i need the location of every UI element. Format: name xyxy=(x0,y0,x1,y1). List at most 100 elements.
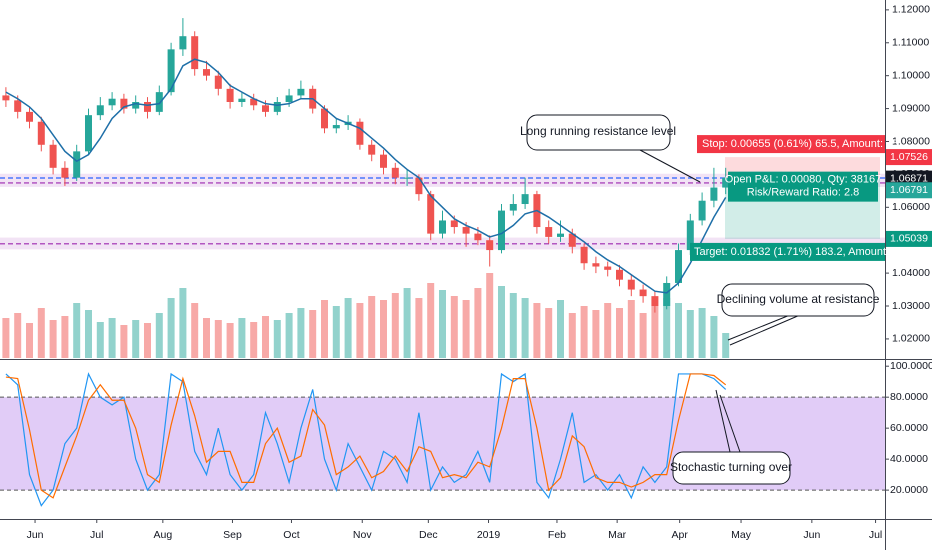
volume-bar xyxy=(120,325,128,358)
candle-body xyxy=(37,121,45,145)
candle-body xyxy=(332,125,340,129)
candle-body xyxy=(108,98,116,106)
volume-bar xyxy=(144,323,151,358)
volume-bar xyxy=(167,298,175,358)
volume-bar xyxy=(108,318,116,358)
candle-body xyxy=(521,194,529,205)
volume-bar xyxy=(321,300,328,358)
candle-body xyxy=(285,95,293,103)
y-tick-label: 20.0000 xyxy=(890,484,928,496)
candle-body xyxy=(639,289,647,297)
price-axis-label-bg xyxy=(886,182,932,199)
y-tick-label: 100.0000 xyxy=(890,360,932,372)
candle-body xyxy=(498,210,505,251)
y-tick-label: 1.03000 xyxy=(892,300,930,312)
volume-bar xyxy=(710,316,718,358)
target-label: Target: 0.01832 (1.71%) 183.2, Amount: 1 xyxy=(694,246,898,258)
pnl-label-bg xyxy=(728,171,878,202)
volume-bar xyxy=(498,286,505,358)
volume-bar xyxy=(356,303,364,358)
y-tick-label: 1.06000 xyxy=(892,201,930,213)
callout-pointer xyxy=(729,314,801,346)
candle-body xyxy=(73,151,81,178)
y-tick-label: 1.02000 xyxy=(892,333,930,345)
y-tick-label: 60.0000 xyxy=(890,422,928,434)
moving-average xyxy=(5,58,727,294)
candle-body xyxy=(391,167,399,178)
volume-bar xyxy=(568,313,576,358)
candle-body xyxy=(14,100,22,112)
candle-body xyxy=(474,233,482,241)
candle-body xyxy=(191,36,199,70)
y-tick-label: 1.10000 xyxy=(892,69,930,81)
volume-bar xyxy=(155,313,163,358)
candle-body xyxy=(85,115,92,152)
candle-body xyxy=(144,102,151,112)
x-tick-label: Aug xyxy=(153,529,172,541)
y-tick-label: 1.08000 xyxy=(892,135,930,147)
x-tick-label: Sep xyxy=(223,529,242,541)
volume-bar xyxy=(262,316,269,358)
candle-body xyxy=(557,233,564,237)
x-tick-label: Nov xyxy=(353,529,372,541)
volume-bar xyxy=(191,303,199,358)
volume-bar xyxy=(96,322,104,358)
volume-bar xyxy=(580,306,588,358)
volume-bar xyxy=(73,303,81,358)
stoch-line xyxy=(5,373,727,499)
annotation: Declining volume at resistance xyxy=(717,292,880,306)
volume-bar xyxy=(61,316,69,358)
callout-pointer xyxy=(719,394,741,453)
volume-bar xyxy=(309,310,317,358)
pnl-label: Open P&L: 0.00080, Qty: 38167 xyxy=(725,174,882,186)
candle-body xyxy=(238,98,246,103)
candle-body xyxy=(710,187,718,201)
candle-body xyxy=(722,177,730,188)
candle-body xyxy=(450,220,458,228)
candle-body xyxy=(486,240,494,251)
price-axis-label-bg xyxy=(886,230,932,247)
candle-body xyxy=(26,111,33,122)
volume-bar xyxy=(604,303,612,358)
candle-body xyxy=(321,108,328,129)
candle-body xyxy=(273,102,281,112)
volume-bar xyxy=(380,300,387,358)
price-axis-label: 1.06791 xyxy=(890,184,928,196)
volume-bar xyxy=(651,306,659,358)
volume-bar xyxy=(179,288,187,358)
candle-body xyxy=(616,269,623,280)
x-tick-label: Apr xyxy=(672,529,689,541)
candle-body xyxy=(61,167,69,178)
x-tick-label: Jul xyxy=(90,529,103,541)
plot: Jun Jul Aug Sep Oct Nov Dec 2019 Feb Mar Apr May Jun… xyxy=(2,4,932,541)
candle-body xyxy=(651,296,659,307)
volume-bar xyxy=(462,300,470,358)
annotation: Stochastic turning over xyxy=(670,460,792,474)
candle-body xyxy=(568,233,576,247)
volume-bar xyxy=(557,300,564,358)
volume-bar xyxy=(226,323,234,358)
y-tick-label: 40.0000 xyxy=(890,453,928,465)
candle-body xyxy=(462,227,470,234)
y-tick-label: 1.04000 xyxy=(892,267,930,279)
candle-body xyxy=(698,200,706,221)
volume-bar xyxy=(545,308,553,358)
callout-pointer xyxy=(639,149,701,183)
volume-bar xyxy=(344,298,352,358)
candle-body xyxy=(403,177,411,179)
candle-body xyxy=(262,105,269,112)
stoch-line xyxy=(5,372,727,507)
volume-bar xyxy=(415,298,423,358)
volume-bar xyxy=(521,298,529,358)
candle-body xyxy=(356,121,364,145)
candle-body xyxy=(686,220,694,251)
volume-bar xyxy=(332,306,340,358)
candle-body xyxy=(663,282,671,307)
volume-bar xyxy=(450,296,458,358)
volume-bar xyxy=(474,288,482,358)
candle-body xyxy=(415,177,423,195)
candle-body xyxy=(203,69,210,76)
volume-bar xyxy=(486,273,494,358)
candle-body xyxy=(49,144,57,168)
